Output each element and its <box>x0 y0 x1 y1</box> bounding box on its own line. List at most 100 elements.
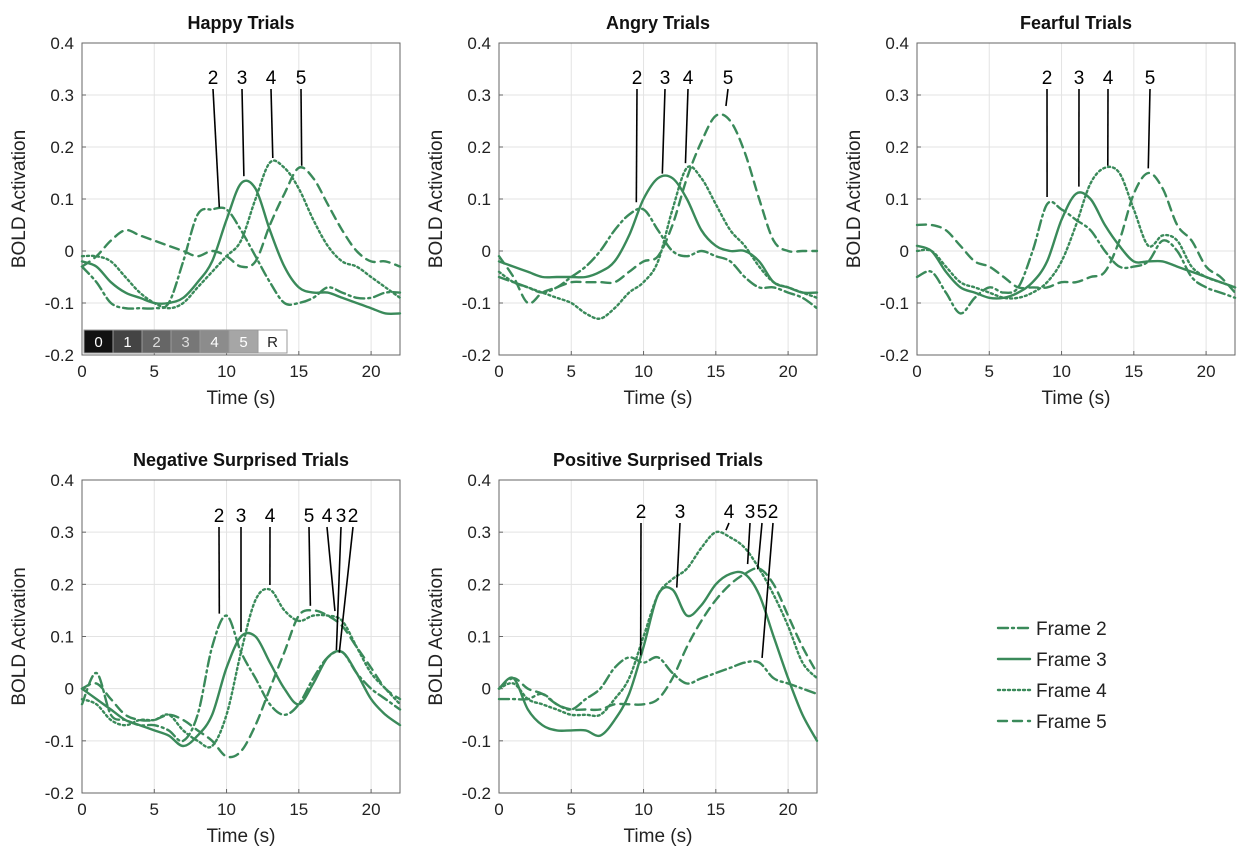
x-tick-label: 5 <box>567 362 576 381</box>
x-axis-label: Time (s) <box>207 388 276 409</box>
annotation-label: 5 <box>757 502 768 523</box>
annotation-leader <box>270 88 274 159</box>
y-tick-label: 0.1 <box>467 628 491 647</box>
chart-title: Positive Surprised Trials <box>553 450 763 470</box>
legend-label: Frame 5 <box>1036 712 1107 733</box>
x-tick-label: 10 <box>217 362 236 381</box>
annotation-leader <box>308 526 312 606</box>
annotation-label: 2 <box>1042 68 1053 89</box>
series-line-frame-5 <box>80 609 402 759</box>
series-line-frame-4 <box>497 530 819 718</box>
x-axis-label: Time (s) <box>624 388 693 409</box>
y-tick-label: 0.2 <box>885 138 909 157</box>
annotation-leader <box>725 522 730 531</box>
y-tick-label: 0.4 <box>467 471 491 490</box>
annotation-leader <box>675 522 681 588</box>
annotation-label: 4 <box>265 506 276 527</box>
annotation-label: 2 <box>214 506 225 527</box>
timeline-key-label: 2 <box>152 334 160 351</box>
annotation-label: 4 <box>683 68 694 89</box>
x-tick-label: 10 <box>634 800 653 819</box>
y-tick-label: 0.1 <box>885 190 909 209</box>
x-tick-label: 5 <box>150 362 159 381</box>
x-axis-label: Time (s) <box>624 826 693 847</box>
y-tick-label: 0.4 <box>50 34 74 53</box>
y-axis-label: BOLD Activation <box>844 130 865 268</box>
annotation-leader <box>335 526 342 651</box>
y-tick-label: 0.3 <box>50 523 74 542</box>
chart-title: Angry Trials <box>606 13 710 33</box>
annotation-label: 3 <box>1074 68 1085 89</box>
chart-title: Fearful Trials <box>1020 13 1132 33</box>
x-tick-label: 15 <box>706 800 725 819</box>
legend-label: Frame 4 <box>1036 681 1107 702</box>
annotation-label: 5 <box>304 506 315 527</box>
y-tick-label: 0 <box>482 242 491 261</box>
y-tick-label: 0.3 <box>467 523 491 542</box>
series-line-frame-4 <box>80 159 402 310</box>
annotation-leader <box>338 526 354 653</box>
panel-5: 0 5 10 15 20 -0.2 -0.1 0 0.1 0.2 0.3 0.4 Positive Su… <box>426 450 819 847</box>
y-tick-label: 0 <box>900 242 909 261</box>
annotation-label: 2 <box>636 502 647 523</box>
annotation-label: 3 <box>237 68 248 89</box>
chart-title: Happy Trials <box>187 13 294 33</box>
chart-title: Negative Surprised Trials <box>133 450 349 470</box>
y-tick-label: -0.2 <box>45 784 74 803</box>
annotation-leader <box>746 522 751 565</box>
y-tick-label: -0.1 <box>462 294 491 313</box>
panel-3: 0 5 10 15 20 -0.2 -0.1 0 0.1 0.2 0.3 0.4 Fearful Tri… <box>844 13 1237 409</box>
y-tick-label: 0.1 <box>50 190 74 209</box>
x-axis-label: Time (s) <box>207 826 276 847</box>
timeline-key-label: 0 <box>94 334 102 351</box>
y-tick-label: 0.2 <box>50 138 74 157</box>
annotation-label: 5 <box>723 68 734 89</box>
x-tick-label: 15 <box>289 800 308 819</box>
annotation-leader <box>241 88 245 177</box>
x-tick-label: 15 <box>289 362 308 381</box>
x-axis-label: Time (s) <box>1042 388 1111 409</box>
annotation-label: 2 <box>768 502 779 523</box>
legend: Frame 2 Frame 3 Frame 4 Frame 5 <box>996 619 1107 733</box>
legend-label: Frame 3 <box>1036 650 1107 671</box>
y-tick-label: -0.2 <box>462 346 491 365</box>
timeline-key-label: 4 <box>210 334 218 351</box>
x-tick-label: 0 <box>77 800 86 819</box>
y-tick-label: 0 <box>65 680 74 699</box>
annotation-label: 3 <box>336 506 347 527</box>
x-tick-label: 5 <box>985 362 994 381</box>
annotation-leader <box>684 88 689 164</box>
timeline-key-label: 5 <box>239 334 247 351</box>
series-line-frame-4 <box>80 587 402 749</box>
x-tick-label: 0 <box>912 362 921 381</box>
annotation-leader <box>761 522 774 659</box>
y-tick-label: 0.4 <box>467 34 491 53</box>
timeline-key-label: 1 <box>123 334 131 351</box>
annotation-label: 3 <box>745 502 756 523</box>
x-tick-label: 10 <box>634 362 653 381</box>
annotation-leader <box>661 88 666 174</box>
y-tick-label: -0.1 <box>462 732 491 751</box>
y-tick-label: 0.3 <box>467 86 491 105</box>
annotation-leader <box>326 526 336 612</box>
y-tick-label: 0 <box>482 680 491 699</box>
panel-2: 0 5 10 15 20 -0.2 -0.1 0 0.1 0.2 0.3 0.4 Angry Trial… <box>426 13 819 409</box>
y-tick-label: 0 <box>65 242 74 261</box>
y-axis-label: BOLD Activation <box>9 567 30 705</box>
series-line-frame-5 <box>915 171 1237 294</box>
x-tick-label: 0 <box>494 800 503 819</box>
x-tick-label: 15 <box>706 362 725 381</box>
y-tick-label: 0.2 <box>467 138 491 157</box>
y-tick-label: 0.3 <box>885 86 909 105</box>
series-line-frame-5 <box>80 166 402 269</box>
annotation-label: 2 <box>208 68 219 89</box>
annotation-label: 2 <box>348 506 359 527</box>
annotation-label: 5 <box>296 68 307 89</box>
x-tick-label: 5 <box>150 800 159 819</box>
x-tick-label: 0 <box>77 362 86 381</box>
y-axis-label: BOLD Activation <box>426 130 447 268</box>
annotation-label: 4 <box>1103 68 1114 89</box>
annotation-label: 3 <box>675 502 686 523</box>
